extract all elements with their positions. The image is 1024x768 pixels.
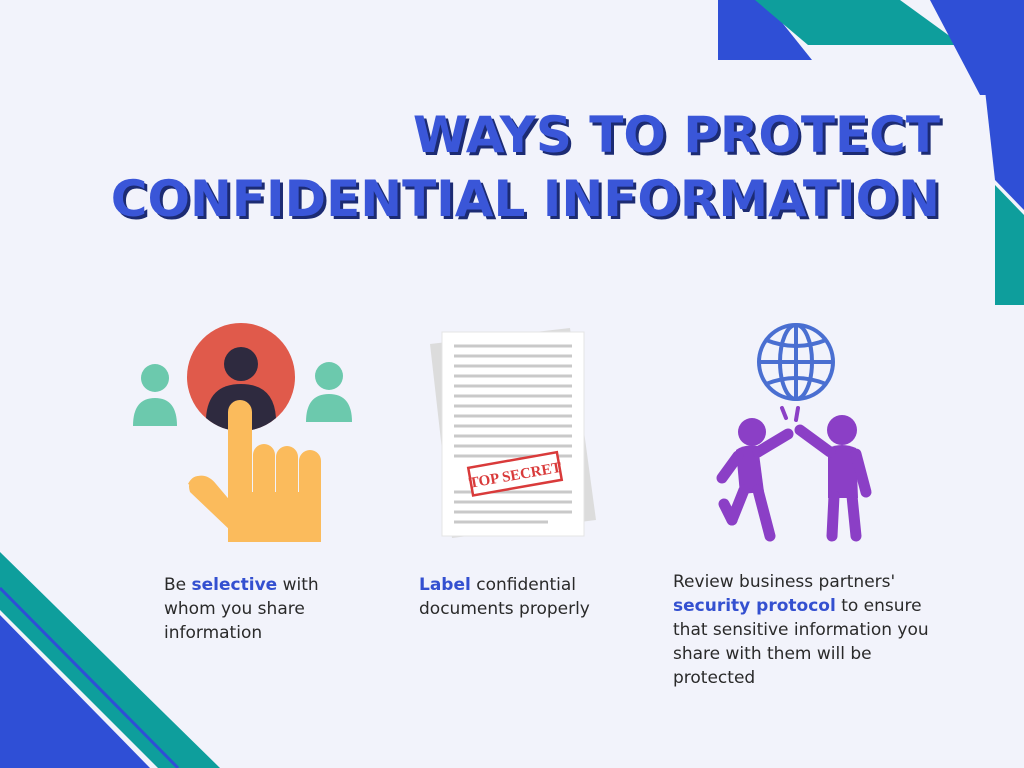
page-title: WAYS TO PROTECT CONFIDENTIAL INFORMATION <box>111 103 940 231</box>
caption-selective-highlight: selective <box>191 575 278 595</box>
caption-label-highlight: Label <box>419 575 471 595</box>
caption-security-pre: Review business partners' <box>673 572 896 592</box>
document-text-lines <box>454 344 572 524</box>
right-person-body <box>306 394 352 422</box>
bottom-left-teal-band <box>0 552 220 768</box>
selected-person-head <box>224 347 258 381</box>
caption-security-post: to ensure that sensitive information you… <box>673 596 929 688</box>
document-front-sheet <box>441 331 585 537</box>
partner-left <box>716 418 794 542</box>
right-person-head <box>315 362 343 390</box>
caption-security-protocol: Review business partners' security proto… <box>673 570 933 690</box>
spark-lines <box>780 406 800 422</box>
top-secret-document-icon: TOP SECRET <box>430 328 596 538</box>
globe <box>757 323 835 401</box>
globe-partners-high-five-icon <box>716 323 872 542</box>
top-right-blue-band <box>718 0 812 60</box>
top-secret-stamp: TOP SECRET <box>466 450 564 497</box>
title-line-2: CONFIDENTIAL INFORMATION <box>110 170 940 228</box>
bottom-left-outline <box>0 586 180 768</box>
select-person-pointer-icon <box>133 323 352 542</box>
left-person-body <box>133 398 177 426</box>
caption-selective-post: with whom you share information <box>164 575 319 643</box>
top-right-teal-strip <box>995 185 1024 305</box>
caption-label-post: confidential documents properly <box>419 575 590 619</box>
top-right-blue-block <box>930 0 1024 95</box>
caption-selective-pre: Be <box>164 575 192 595</box>
caption-label: Label confidential documents properly <box>419 573 619 621</box>
bottom-left-blue-block <box>0 615 150 768</box>
top-right-blue-strip <box>985 90 1024 210</box>
caption-selective: Be selective with whom you share informa… <box>164 573 344 645</box>
left-person-head <box>141 364 169 392</box>
partner-right <box>794 415 872 542</box>
top-right-teal-band <box>755 0 962 45</box>
pointing-hand <box>188 400 321 542</box>
caption-security-highlight: security protocol <box>673 596 836 616</box>
title-line-1: WAYS TO PROTECT <box>412 106 940 164</box>
